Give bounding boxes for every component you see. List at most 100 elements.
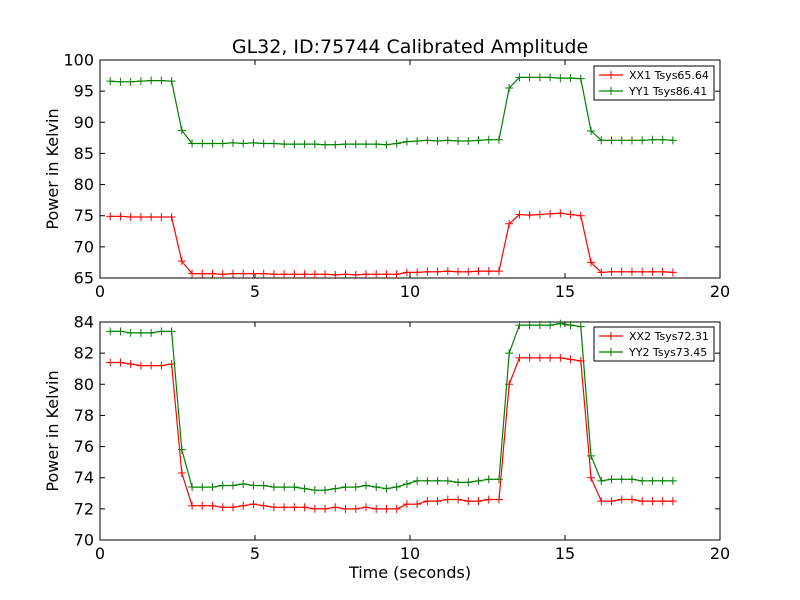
data-point: [310, 140, 319, 149]
data-point: [331, 503, 340, 512]
data-point: [147, 212, 156, 221]
data-point: [239, 479, 248, 488]
y-tick-label: 80: [74, 375, 94, 394]
data-point: [484, 267, 493, 276]
x-tick-label: 20: [710, 282, 730, 301]
y-tick-label: 90: [74, 113, 94, 132]
data-point: [597, 497, 606, 506]
data-point: [515, 321, 524, 330]
data-point: [505, 349, 514, 358]
data-point: [505, 219, 514, 228]
data-point: [228, 503, 237, 512]
data-point: [648, 135, 657, 144]
data-point: [167, 327, 176, 336]
data-point: [116, 212, 125, 221]
y-tick-label: 76: [74, 437, 94, 456]
data-point: [280, 270, 289, 279]
data-point: [228, 138, 237, 147]
data-point: [351, 483, 360, 492]
data-point: [423, 497, 432, 506]
data-point: [556, 209, 565, 218]
data-point: [535, 321, 544, 330]
data-point: [198, 269, 207, 278]
data-point: [627, 136, 636, 145]
data-point: [106, 327, 115, 336]
data-point: [525, 211, 534, 220]
data-point: [269, 503, 278, 512]
data-point: [167, 77, 176, 86]
data-point: [494, 267, 503, 276]
data-point: [116, 358, 125, 367]
data-point: [556, 319, 565, 328]
data-point: [147, 76, 156, 85]
data-point: [546, 209, 555, 218]
data-point: [126, 360, 135, 369]
series-yy2: [106, 319, 677, 495]
data-point: [157, 76, 166, 85]
data-point: [341, 504, 350, 513]
data-point: [321, 504, 330, 513]
data-point: [617, 136, 626, 145]
data-point: [218, 481, 227, 490]
data-point: [208, 139, 217, 148]
data-point: [392, 139, 401, 148]
data-point: [556, 353, 565, 362]
data-point: [638, 476, 647, 485]
y-tick-label: 95: [74, 82, 94, 101]
data-point: [147, 361, 156, 370]
data-point: [454, 267, 463, 276]
data-point: [126, 77, 135, 86]
y-tick-label: 70: [74, 237, 94, 256]
data-point: [372, 140, 381, 149]
y-tick-label: 100: [63, 51, 94, 70]
x-tick-label: 15: [555, 544, 575, 563]
data-point: [372, 504, 381, 513]
data-point: [443, 495, 452, 504]
data-point: [515, 353, 524, 362]
legend-label: YY2 Tsys73.45: [628, 346, 707, 359]
data-point: [566, 355, 575, 364]
y-tick-label: 75: [74, 206, 94, 225]
figure-title: GL32, ID:75744 Calibrated Amplitude: [232, 36, 588, 58]
data-point: [423, 136, 432, 145]
data-point: [290, 503, 299, 512]
data-point: [607, 136, 616, 145]
data-point: [280, 503, 289, 512]
data-point: [239, 501, 248, 510]
data-point: [546, 73, 555, 82]
data-point: [310, 504, 319, 513]
data-point: [372, 483, 381, 492]
data-point: [443, 136, 452, 145]
x-tick-label: 5: [250, 544, 260, 563]
data-point: [423, 267, 432, 276]
data-point: [638, 497, 647, 506]
data-point: [310, 486, 319, 495]
data-point: [464, 267, 473, 276]
data-point: [668, 136, 677, 145]
data-point: [484, 495, 493, 504]
data-point: [566, 74, 575, 83]
data-point: [433, 476, 442, 485]
data-point: [300, 140, 309, 149]
data-point: [546, 353, 555, 362]
data-point: [157, 327, 166, 336]
data-point: [198, 483, 207, 492]
data-point: [382, 504, 391, 513]
data-point: [566, 210, 575, 219]
legend-box: [593, 65, 715, 101]
data-point: [443, 476, 452, 485]
data-point: [638, 267, 647, 276]
series-xx1: [106, 209, 677, 279]
data-point: [188, 501, 197, 510]
data-point: [249, 500, 258, 509]
data-point: [402, 479, 411, 488]
data-point: [331, 484, 340, 493]
data-point: [269, 483, 278, 492]
data-point: [208, 501, 217, 510]
data-point: [239, 269, 248, 278]
data-point: [126, 212, 135, 221]
data-point: [321, 140, 330, 149]
data-point: [147, 328, 156, 337]
data-point: [249, 481, 258, 490]
data-point: [515, 210, 524, 219]
